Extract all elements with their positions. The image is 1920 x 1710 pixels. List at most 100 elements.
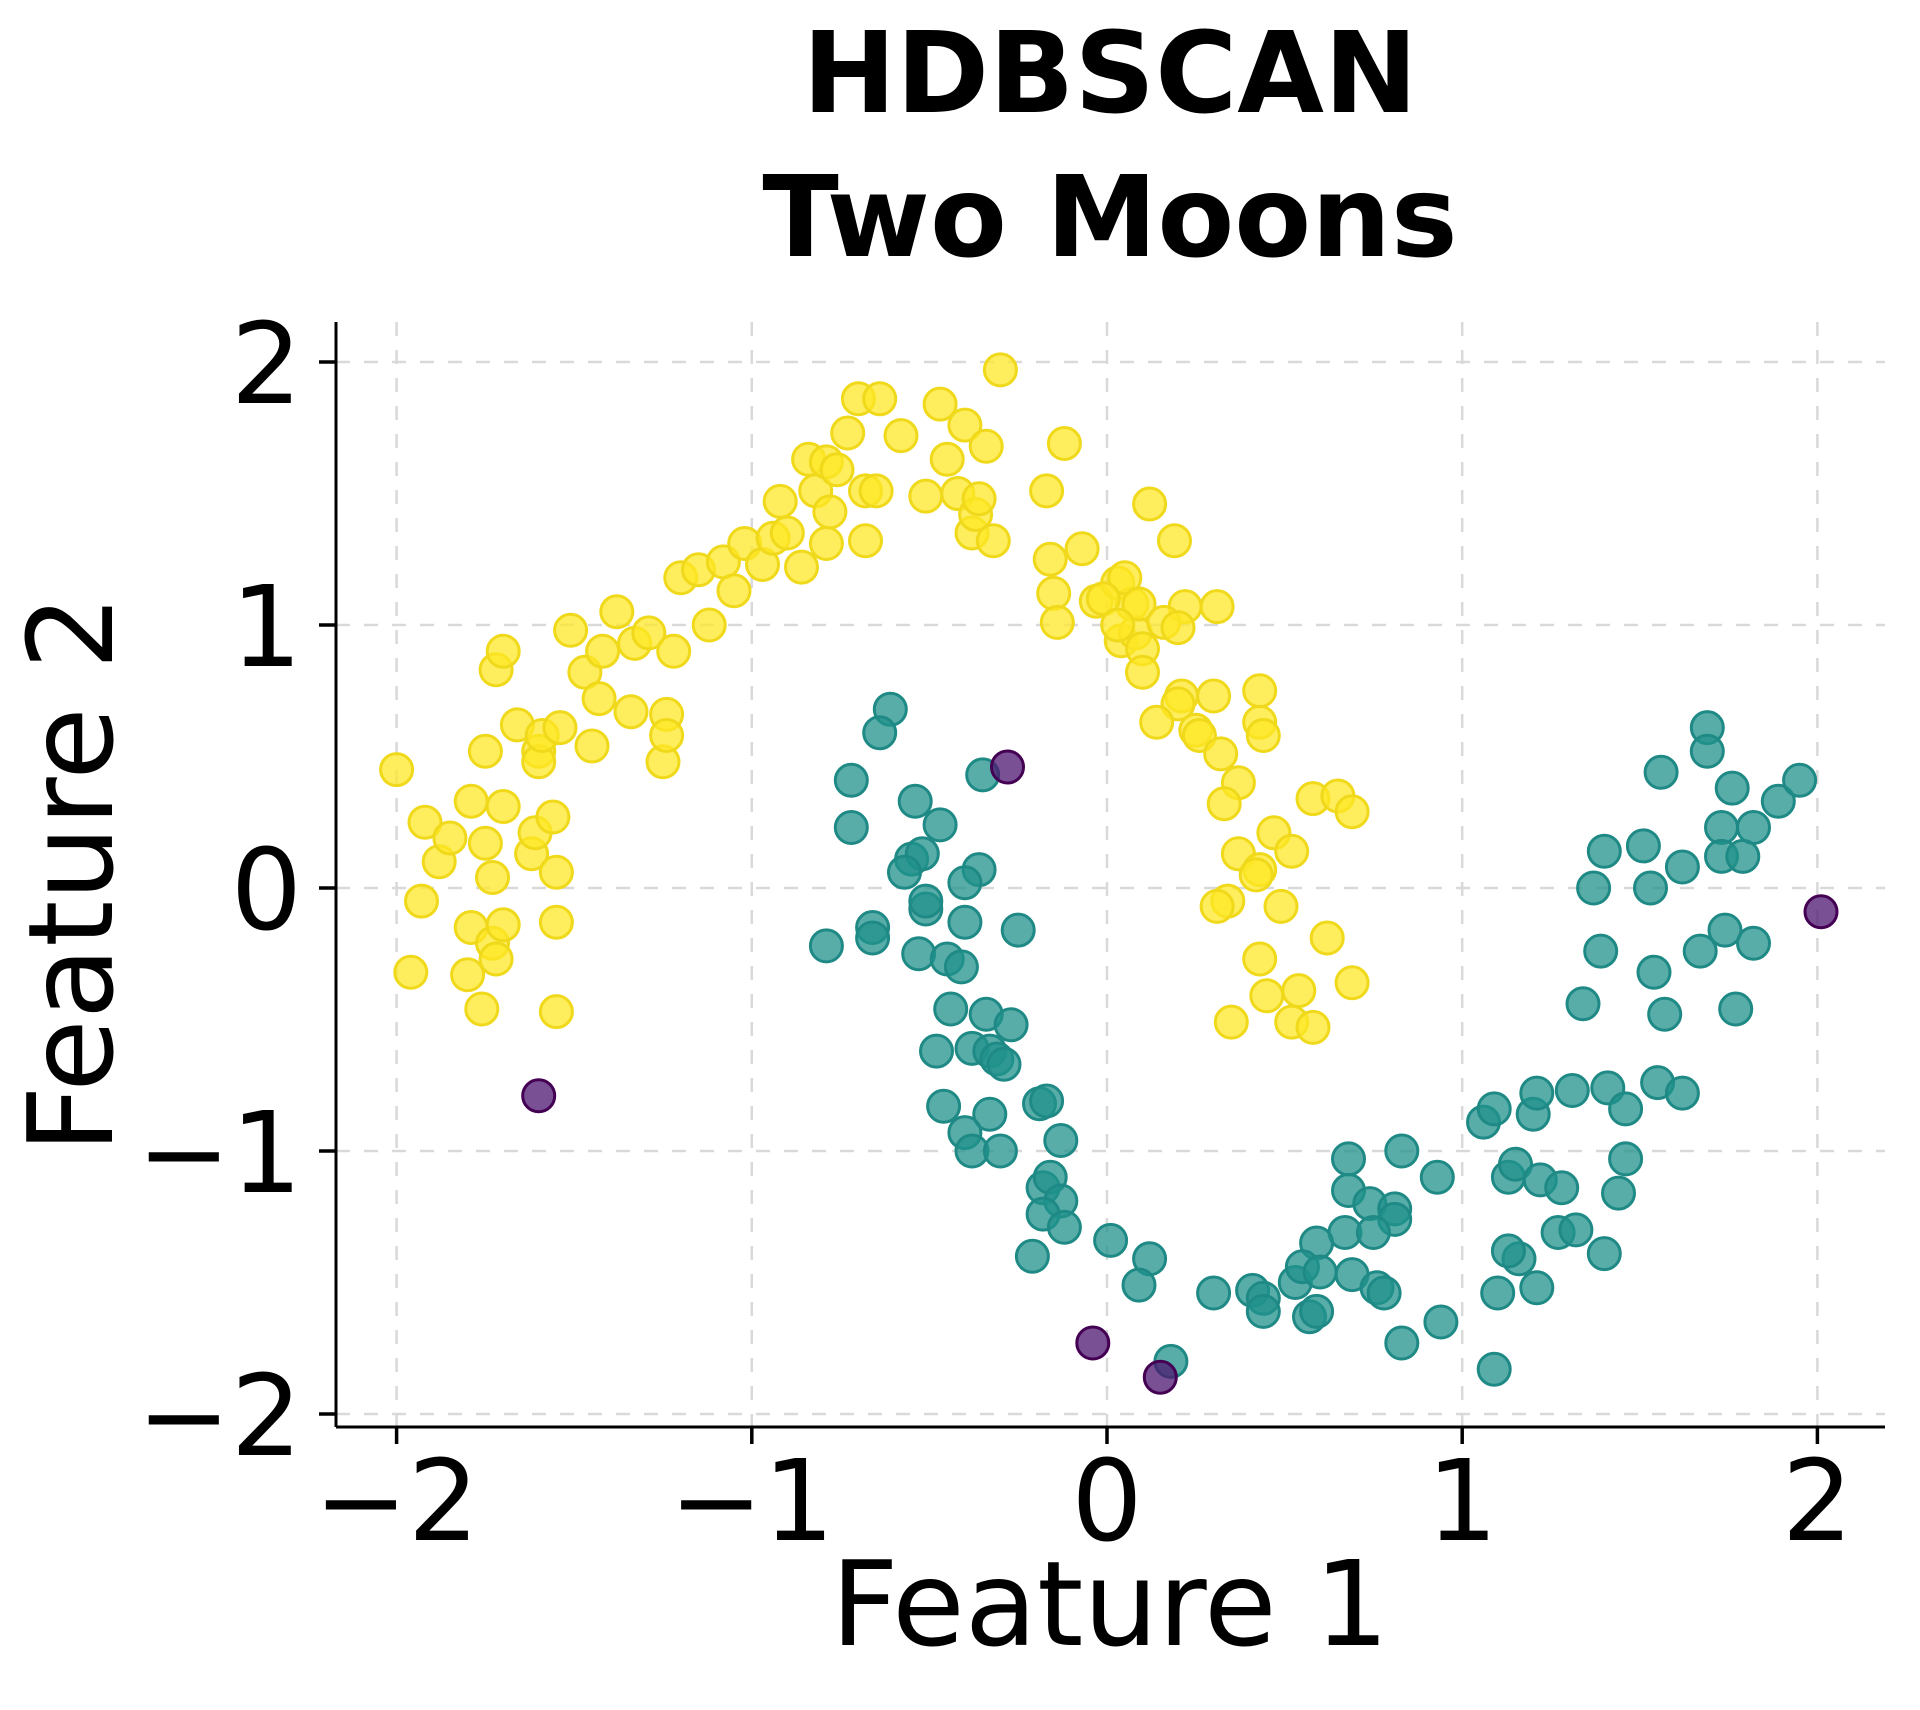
data-point [812,494,848,530]
data-point [808,928,844,964]
data-point [1664,1075,1700,1111]
data-point [1608,1141,1644,1177]
data-point [1100,607,1136,643]
data-point [1643,754,1679,790]
x-axis-label: Feature 1 [831,1535,1389,1673]
data-point [1714,770,1750,806]
chart-title-line2: Two Moons [762,153,1457,283]
data-point [1558,1212,1594,1248]
y-axis-label: Feature 2 [2,595,140,1153]
data-point [784,549,819,585]
data-point [379,752,415,788]
data-point [833,762,869,798]
data-point [1245,1293,1281,1329]
data-point [1295,1009,1331,1045]
data-point [521,1078,557,1114]
axes-spines [334,322,1885,1429]
data-point [453,783,489,819]
data-point [908,478,944,514]
data-point [1064,531,1100,567]
data-point [1583,933,1619,969]
data-point [1121,586,1157,622]
data-point [599,594,635,630]
data-point [1029,473,1065,509]
data-point [1633,870,1668,906]
series-cluster-1-teal [808,691,1818,1387]
data-point [1085,581,1121,617]
data-point [862,715,898,751]
data-point [1647,996,1683,1032]
data-point [1196,678,1232,714]
data-point [833,810,869,845]
data-point [1132,486,1168,522]
data-point [862,381,898,417]
data-point [1490,1233,1526,1269]
data-point [1519,1270,1555,1306]
data-point [922,807,958,843]
data-point [883,418,919,454]
chart-title-line1: HDBSCAN [802,9,1417,139]
data-point [1299,1293,1335,1329]
data-point [1636,954,1672,990]
data-point [1544,1170,1580,1206]
data-point [919,1033,954,1069]
data-point [1718,991,1754,1027]
data-point [1121,1267,1157,1303]
data-point [1736,810,1771,845]
data-point [1682,933,1718,969]
data-point [947,407,983,443]
data-point [432,820,468,856]
data-point [1498,1146,1533,1182]
data-point [1093,1222,1129,1258]
data-point [1601,1175,1636,1211]
data-point [631,615,667,651]
series-noise-purple [521,749,1839,1395]
data-point [1664,849,1700,885]
data-point [404,883,439,919]
data-point [1125,654,1160,690]
data-point [1196,1275,1232,1311]
x-tick-label: 0 [1071,1437,1142,1567]
data-point [393,954,429,990]
data-point [1139,704,1175,740]
data-point [922,386,958,422]
data-point [1199,589,1235,625]
y-tick-label: 2 [231,300,302,430]
data-point [1032,541,1068,577]
data-point [908,883,944,919]
data-point [407,804,443,840]
data-point [1245,718,1281,753]
data-point [1160,610,1196,646]
data-point [990,749,1025,785]
data-point [1331,1141,1366,1177]
data-point [982,1133,1018,1169]
data-point [538,854,574,890]
data-point [1576,870,1612,906]
data-point [947,904,983,940]
data-point [1046,426,1082,461]
data-point [929,441,965,477]
data-point [972,1096,1008,1132]
data-point [897,783,933,819]
data-point [1043,1123,1079,1158]
data-point [982,352,1018,388]
data-point [1334,965,1370,1001]
data-point [574,728,610,764]
data-point [926,1088,962,1124]
data-point [1157,523,1192,559]
data-point [1213,1004,1249,1040]
data-point [1242,941,1278,977]
data-point [585,633,621,669]
series-cluster-0-yellow [379,352,1370,1045]
data-point [968,428,1004,464]
data-point [538,904,574,940]
data-point [1608,1091,1644,1127]
data-point [986,1046,1022,1082]
x-tick-label: 1 [1427,1437,1498,1567]
data-point [1309,920,1345,956]
data-point [769,515,805,551]
data-point [855,920,891,956]
data-point [485,789,521,824]
data-point [1000,912,1036,948]
axis-tickmarks [319,360,1820,1444]
